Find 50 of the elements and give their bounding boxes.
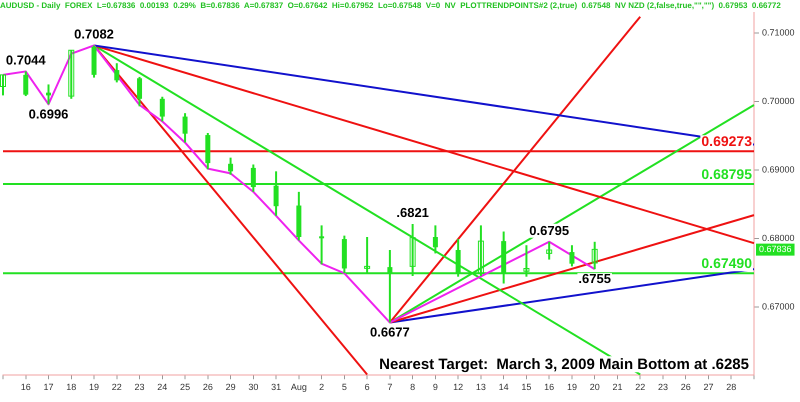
x-tick-label: 22: [635, 382, 646, 392]
x-tick-label: 21: [612, 382, 622, 392]
data-label: 0.6996: [28, 106, 68, 122]
annotation: 0.67836: [759, 244, 792, 254]
x-tick-label: 29: [226, 382, 236, 392]
x-tick-label: 8: [410, 382, 416, 392]
x-tick-label: 26: [202, 382, 213, 392]
chart-title: AUDUSD - Daily FOREX L=0.67836 0.00193 0.29% B=0.67836 A=0.67837 O=0.67642 Hi=0.67952 Lo=0.67548 V=0 NV PLOTTRENDPOINTS#2 (2,true) 0.67548 NV NZD (2,false,true,"","") 0.67953 0.66772: [0, 1, 782, 10]
ref-line-label: 0.67490: [701, 255, 752, 272]
x-tick-label: 26: [680, 382, 691, 392]
ref-line-label: 0.69273: [701, 133, 752, 150]
x-tick-label: 25: [180, 382, 190, 392]
x-tick-label: 14: [498, 382, 509, 392]
annotation: Nearest Target: March 3, 2009 Main Bottom at .6285: [379, 356, 749, 373]
x-tick-label: 7: [387, 382, 392, 392]
data-label: 0.7082: [74, 26, 114, 42]
y-tick-label: 0.69000: [762, 164, 795, 174]
data-label: 0.6795: [529, 222, 570, 238]
x-tick-label: 17: [44, 382, 54, 392]
x-tick-label: 23: [658, 382, 668, 392]
x-tick-label: 9: [432, 382, 438, 392]
x-tick-label: 12: [453, 382, 464, 392]
x-tick-label: 16: [20, 382, 31, 392]
x-tick-label: 2: [319, 382, 324, 392]
x-tick-label: 20: [590, 382, 600, 392]
x-tick-label: Aug: [290, 382, 307, 392]
y-tick-label: 0.71000: [762, 28, 795, 38]
data-label: 0.6677: [370, 324, 410, 340]
x-tick-label: 6: [364, 382, 370, 392]
x-tick-label: 18: [66, 382, 76, 392]
y-tick-label: 0.68000: [762, 232, 795, 243]
x-tick-label: 13: [476, 382, 486, 392]
x-tick-label: 15: [521, 382, 532, 392]
x-tick-label: 16: [544, 382, 554, 392]
annotation: .6821: [396, 205, 429, 220]
x-tick-label: 27: [703, 382, 714, 392]
x-tick-label: 28: [726, 382, 736, 392]
x-tick-label: 30: [248, 382, 258, 392]
x-tick-label: 31: [271, 382, 282, 392]
x-tick-label: 24: [157, 382, 168, 392]
x-tick-label: 5: [342, 382, 347, 392]
y-tick-label: 0.70000: [762, 96, 795, 106]
x-tick-label: 19: [89, 382, 100, 392]
y-tick-label: 0.67000: [762, 301, 795, 312]
ref-line-label: 0.68795: [701, 166, 752, 182]
x-tick-label: 23: [134, 382, 145, 392]
data-label: 0.7044: [6, 52, 46, 68]
x-tick-label: 19: [566, 382, 577, 392]
data-label: .6755: [578, 271, 611, 286]
x-tick-label: 22: [112, 382, 122, 392]
